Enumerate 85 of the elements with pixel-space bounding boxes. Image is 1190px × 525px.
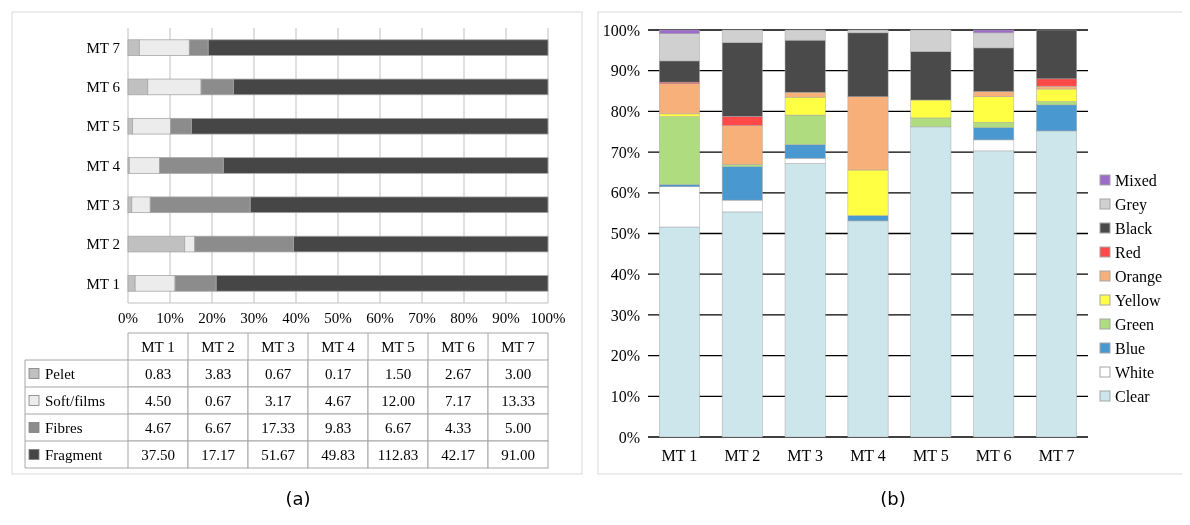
data-label: 112.83 xyxy=(377,446,419,463)
y-tick-label: MT 7 xyxy=(86,39,121,56)
data-label: 4.67 xyxy=(144,419,172,436)
y-tick-label: 90% xyxy=(610,62,640,80)
x-tick-label: MT 3 xyxy=(261,338,295,355)
data-label: 5.00 xyxy=(504,419,532,436)
text: (a) xyxy=(285,488,311,509)
legend-label: Fibres xyxy=(45,419,83,436)
legend-label: Green xyxy=(1115,315,1155,333)
y-tick-label: 0% xyxy=(618,428,640,446)
y-tick-label: MT 2 xyxy=(86,236,120,253)
data-label: 37.50 xyxy=(141,446,175,463)
x-tick-label: MT 6 xyxy=(975,447,1012,464)
legend-label: Mixed xyxy=(1115,171,1157,189)
y-tick-label: 60% xyxy=(610,184,640,202)
text: (b) xyxy=(880,488,906,509)
data-label: 91.00 xyxy=(501,446,535,463)
legend-label: Grey xyxy=(1115,195,1147,214)
y-tick-label: MT 3 xyxy=(86,197,120,214)
data-label: 0.17 xyxy=(324,365,352,382)
x-tick-label: 70% xyxy=(408,310,436,326)
data-label: 4.50 xyxy=(144,392,172,409)
legend-label: Red xyxy=(1115,243,1141,261)
y-tick-label: MT 5 xyxy=(86,118,120,135)
legend-label: Fragment xyxy=(45,446,104,463)
data-label: 3.00 xyxy=(504,365,532,382)
x-tick-label: 50% xyxy=(324,310,352,326)
y-tick-label: MT 1 xyxy=(86,275,120,292)
legend-label: Black xyxy=(1115,219,1153,237)
legend-label: Pelet xyxy=(45,365,76,382)
y-tick-label: 80% xyxy=(610,103,640,120)
x-tick-label: 20% xyxy=(198,310,226,326)
x-tick-label: MT 7 xyxy=(501,338,536,355)
x-tick-label: 10% xyxy=(156,310,184,326)
y-tick-label: 100% xyxy=(602,21,640,39)
data-label: 12.00 xyxy=(381,392,415,409)
data-label: 49.83 xyxy=(321,446,355,463)
x-tick-label: MT 2 xyxy=(201,338,235,355)
legend-label: Soft/films xyxy=(45,392,106,409)
x-tick-label: MT 6 xyxy=(441,338,476,355)
x-tick-label: MT 1 xyxy=(141,338,175,355)
x-tick-label: MT 3 xyxy=(787,447,823,464)
x-tick-label: 80% xyxy=(450,310,478,326)
legend-label: Blue xyxy=(1115,339,1146,357)
x-tick-label: 90% xyxy=(492,310,520,326)
data-label: 0.83 xyxy=(144,365,172,382)
data-label: 51.67 xyxy=(261,446,296,463)
x-tick-label: MT 5 xyxy=(381,338,415,355)
x-tick-label: MT 7 xyxy=(1038,447,1075,464)
data-label: 42.17 xyxy=(441,446,476,463)
data-label: 0.67 xyxy=(204,392,232,409)
x-tick-label: MT 2 xyxy=(724,447,761,464)
x-tick-label: 100% xyxy=(530,310,566,326)
data-label: 1.50 xyxy=(384,365,412,382)
y-tick-label: 70% xyxy=(610,143,640,161)
data-label: 7.17 xyxy=(444,392,472,409)
data-label: 3.17 xyxy=(264,392,292,409)
y-tick-label: 10% xyxy=(610,387,640,405)
y-tick-label: MT 4 xyxy=(86,157,121,174)
x-tick-label: 0% xyxy=(118,310,138,326)
legend-label: White xyxy=(1115,363,1155,381)
data-label: 17.33 xyxy=(261,419,295,436)
x-tick-label: 60% xyxy=(366,310,394,326)
x-tick-label: MT 5 xyxy=(913,447,949,464)
data-label: 4.33 xyxy=(444,419,472,436)
legend-label: Orange xyxy=(1115,267,1163,286)
data-label: 2.67 xyxy=(444,365,472,382)
data-label: 17.17 xyxy=(201,446,236,463)
data-label: 0.67 xyxy=(264,365,292,382)
data-label: 6.67 xyxy=(204,419,232,436)
x-tick-label: MT 4 xyxy=(850,447,886,464)
y-tick-label: MT 6 xyxy=(86,79,121,96)
data-label: 13.33 xyxy=(501,392,535,409)
x-tick-label: MT 1 xyxy=(661,447,698,464)
legend-label: Yellow xyxy=(1115,291,1161,309)
data-label: 6.67 xyxy=(384,419,412,436)
y-tick-label: 40% xyxy=(610,265,640,283)
data-label: 4.67 xyxy=(324,392,352,409)
x-tick-label: 40% xyxy=(282,310,310,326)
x-tick-label: 30% xyxy=(240,310,268,326)
data-label: 9.83 xyxy=(324,419,352,436)
x-tick-label: MT 4 xyxy=(321,338,356,355)
y-tick-label: 50% xyxy=(610,225,640,243)
data-label: 3.83 xyxy=(204,365,232,382)
legend-label: Clear xyxy=(1115,387,1151,405)
